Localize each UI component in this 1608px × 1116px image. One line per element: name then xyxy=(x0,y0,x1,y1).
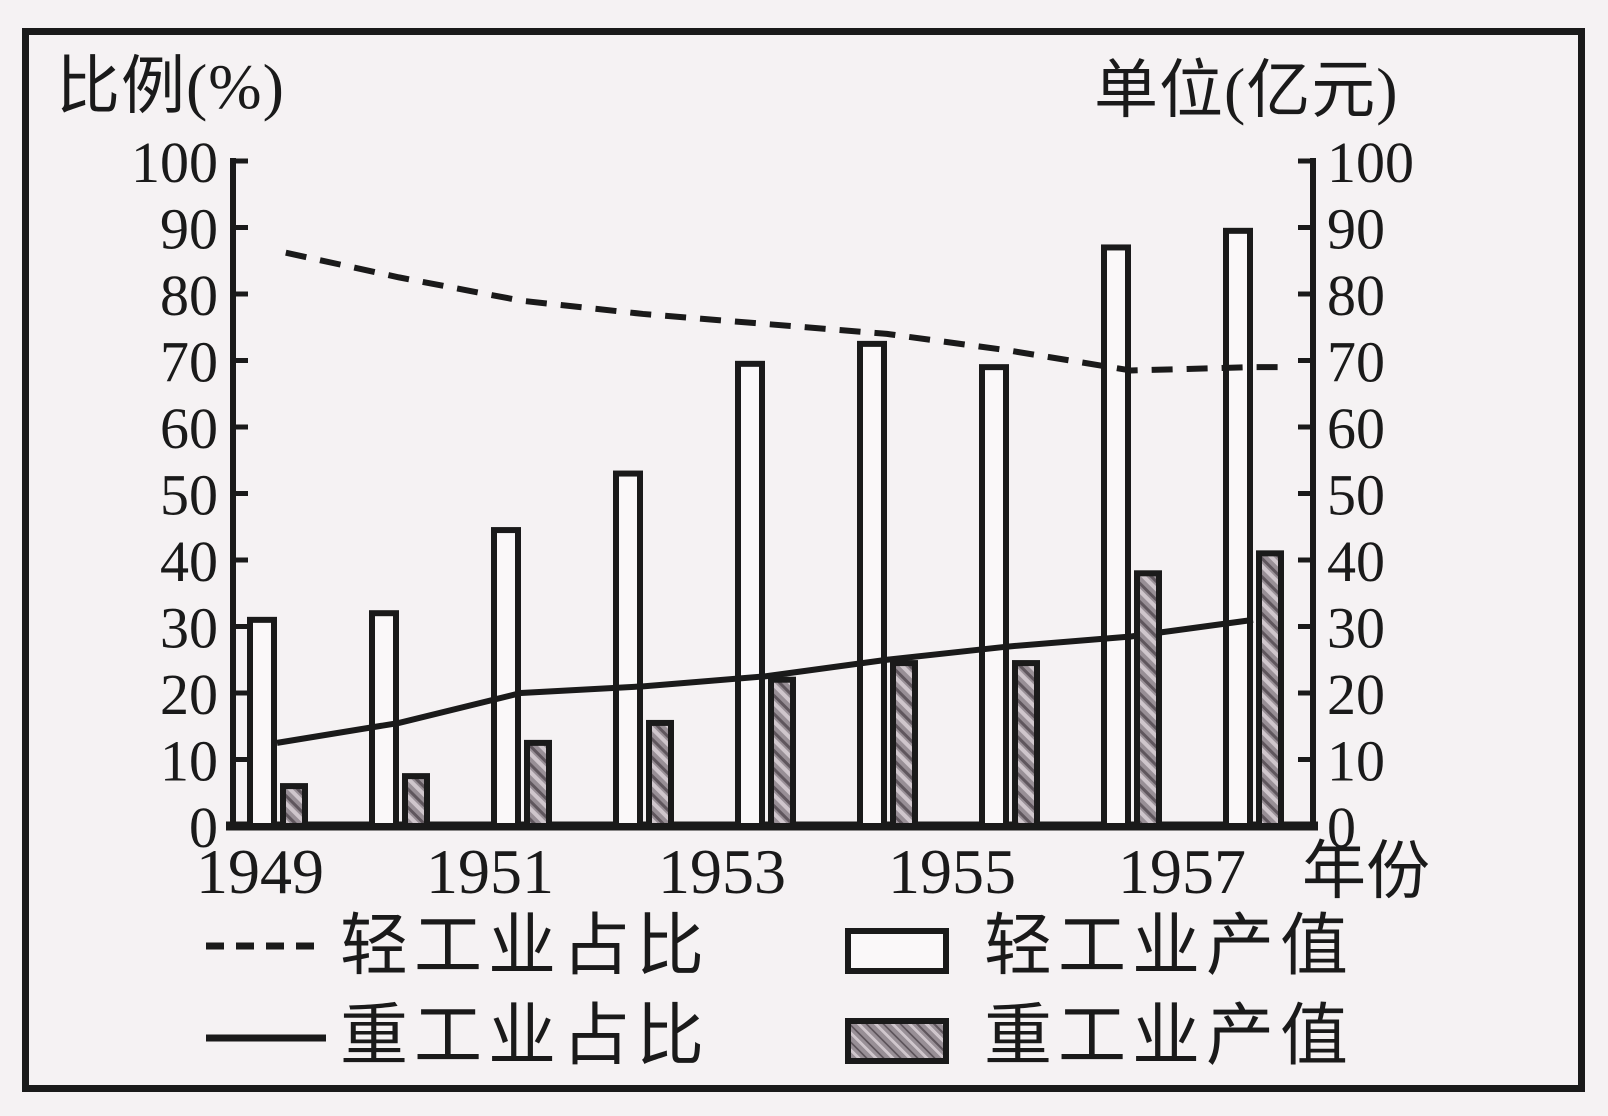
right-y-tick-label: 100 xyxy=(1327,130,1414,195)
x-label-1949: 1949 xyxy=(196,836,324,907)
right-y-tick-label: 70 xyxy=(1327,330,1385,395)
heavy-output-bar-1951 xyxy=(524,739,552,829)
left-y-tick-label: 20 xyxy=(160,662,218,727)
left-y-tick-label: 60 xyxy=(160,396,218,461)
light-output-bar-1949 xyxy=(247,616,277,829)
x-label-1951: 1951 xyxy=(426,836,554,907)
light-output-bar-1956 xyxy=(1101,244,1131,829)
heavy-output-bar-1949 xyxy=(280,783,308,829)
right-y-tick-label: 60 xyxy=(1327,396,1385,461)
legend-dashed-line-swatch xyxy=(206,942,326,950)
left-y-tick-label: 50 xyxy=(160,463,218,528)
legend-solid-line-swatch xyxy=(206,1034,326,1042)
light-output-bar-1950 xyxy=(369,610,399,830)
left-y-tick-label: 0 xyxy=(189,795,218,860)
heavy-output-bar-1956 xyxy=(1134,570,1162,829)
light-output-bar-1952 xyxy=(613,470,643,829)
light-output-bar-1951 xyxy=(491,527,521,829)
left-y-tick-label: 100 xyxy=(131,130,218,195)
x-label-1953: 1953 xyxy=(658,836,786,907)
x-label-1955: 1955 xyxy=(888,836,1016,907)
legend-heavy-share-label: 重工业占比 xyxy=(340,998,711,1074)
heavy-output-bar-1955 xyxy=(1012,660,1040,830)
right-y-tick-label: 80 xyxy=(1327,263,1385,328)
heavy-output-bar-1954 xyxy=(890,660,918,830)
legend-white-bar-swatch xyxy=(845,928,949,974)
left-y-tick-label: 70 xyxy=(160,330,218,395)
x-axis-unit-label: 年份 xyxy=(1302,836,1430,907)
legend-heavy-output-label: 重工业产值 xyxy=(984,998,1355,1074)
light-output-bar-1954 xyxy=(857,340,887,829)
right-y-tick-label: 10 xyxy=(1327,729,1385,794)
light-output-bar-1953 xyxy=(735,360,765,829)
legend-hatched-bar-swatch xyxy=(845,1018,949,1064)
left-y-tick-label: 80 xyxy=(160,263,218,328)
right-y-tick-label: 50 xyxy=(1327,463,1385,528)
left-y-tick-label: 90 xyxy=(160,197,218,262)
light-output-bar-1957 xyxy=(1223,227,1253,829)
light-share-dashed-line xyxy=(276,247,1285,374)
left-axis-title: 比例(%) xyxy=(56,51,285,122)
heavy-output-bar-1952 xyxy=(646,719,674,829)
right-y-tick-label: 20 xyxy=(1327,662,1385,727)
heavy-output-bar-1953 xyxy=(768,676,796,830)
left-y-tick-label: 30 xyxy=(160,596,218,661)
left-y-tick-label: 10 xyxy=(160,729,218,794)
x-label-1957: 1957 xyxy=(1118,836,1246,907)
figure-border xyxy=(22,28,1585,1092)
light-output-bar-1955 xyxy=(979,364,1009,829)
legend-light-output-label: 轻工业产值 xyxy=(984,908,1355,984)
heavy-share-solid-line xyxy=(276,616,1254,746)
right-y-tick-label: 30 xyxy=(1327,596,1385,661)
heavy-output-bar-1957 xyxy=(1256,550,1284,829)
right-y-tick-label: 90 xyxy=(1327,197,1385,262)
legend-light-share-label: 轻工业占比 xyxy=(340,908,711,984)
heavy-output-bar-1950 xyxy=(402,773,430,829)
right-y-tick-label: 40 xyxy=(1327,529,1385,594)
right-y-tick-label: 0 xyxy=(1327,795,1356,860)
left-y-tick-label: 40 xyxy=(160,529,218,594)
right-axis-title: 单位(亿元) xyxy=(1094,55,1399,126)
